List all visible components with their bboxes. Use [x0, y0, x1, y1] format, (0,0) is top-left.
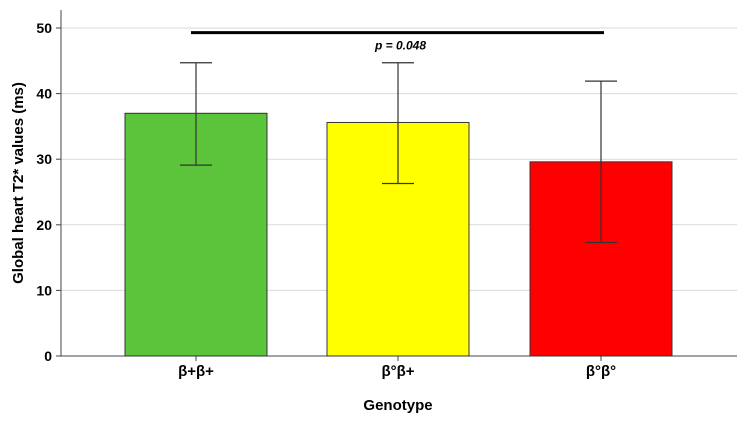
significance-annotation: p = 0.048	[191, 31, 604, 53]
error-bars	[180, 62, 617, 244]
x-axis-title: Genotype	[363, 397, 432, 414]
y-tick-label: 40	[36, 86, 52, 102]
x-tick-label: β+β+	[178, 363, 214, 380]
y-axis-title: Global heart T2* values (ms)	[10, 82, 27, 284]
y-tick-label: 20	[36, 217, 52, 233]
p-value-label: p = 0.048	[374, 39, 426, 53]
y-tick-label: 0	[44, 348, 52, 364]
y-tick-label: 50	[36, 20, 52, 36]
bars	[124, 112, 673, 357]
y-tick-label: 10	[36, 282, 52, 298]
y-tick-label: 30	[36, 151, 52, 167]
x-tick-label: β°β+	[381, 363, 414, 380]
x-tick-label: β°β°	[586, 363, 616, 380]
